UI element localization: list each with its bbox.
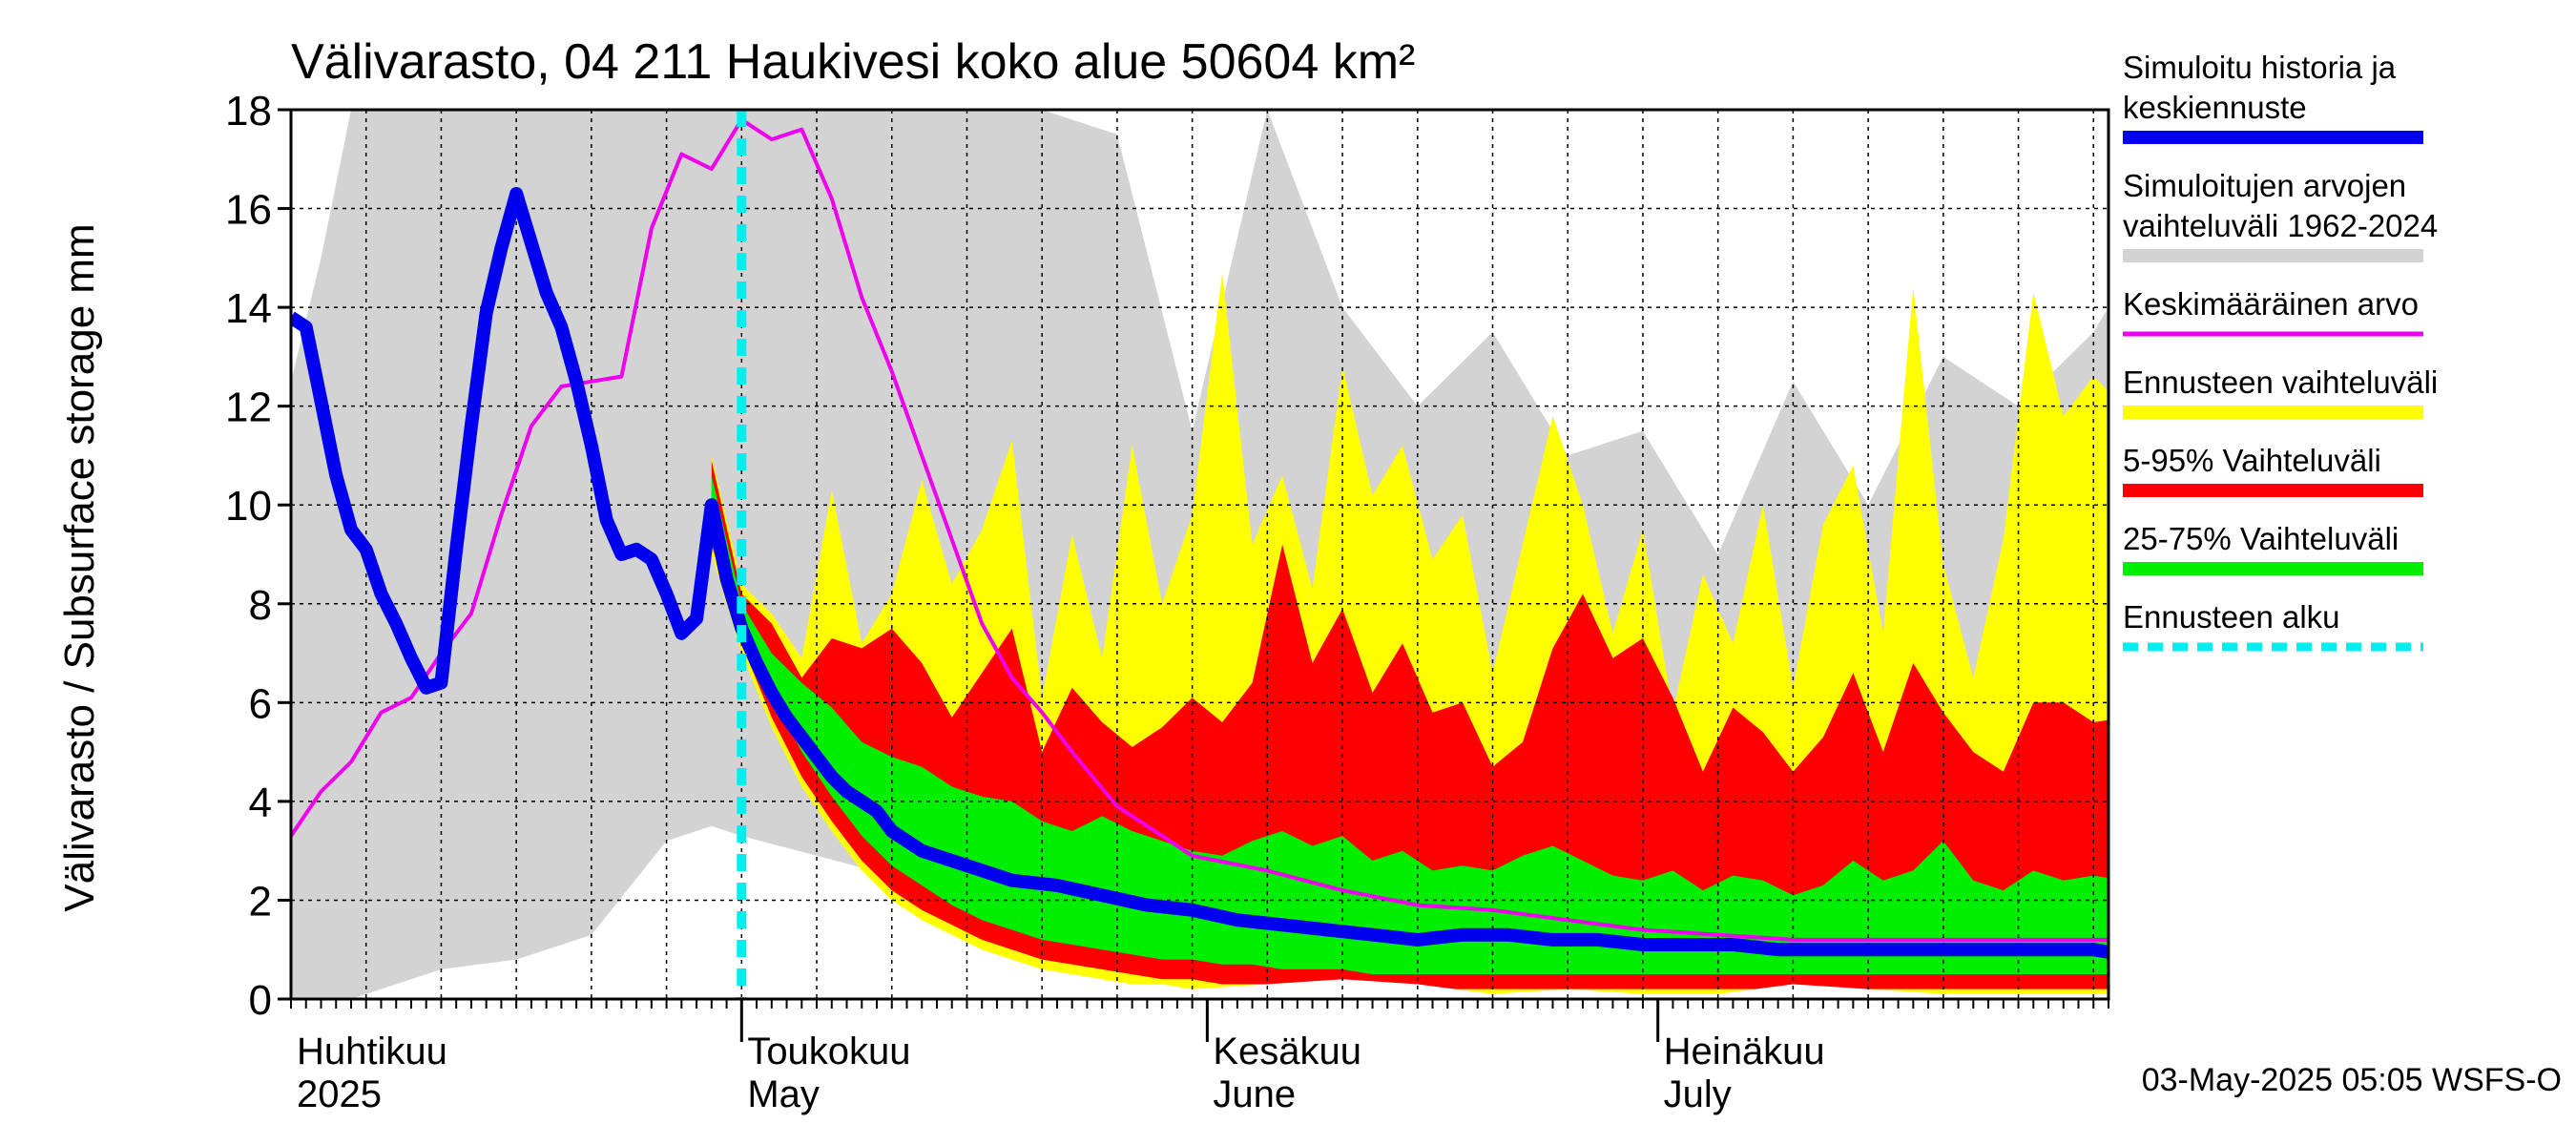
x-month-label-en: May <box>747 1073 820 1115</box>
x-month-label-fi: Toukokuu <box>747 1030 910 1072</box>
legend-label-line: 5-95% Vaihteluväli <box>2123 443 2381 478</box>
x-month-label-en: June <box>1213 1073 1296 1115</box>
bands-layer <box>291 110 2109 999</box>
legend-label: Keskimääräinen arvo <box>2123 286 2419 322</box>
legend-label: Ennusteen alku <box>2123 599 2340 635</box>
y-axis-label: Välivarasto / Subsurface storage mm <box>56 223 103 911</box>
legend-label-line: Simuloitu historia ja <box>2123 50 2397 85</box>
main-series-line <box>291 187 2109 959</box>
legend-label: 25-75% Vaihteluväli <box>2123 521 2399 556</box>
y-tick-label: 12 <box>225 385 272 431</box>
y-tick-label: 4 <box>249 780 272 826</box>
x-month-label-fi: Huhtikuu <box>297 1030 447 1072</box>
legend-label-line: Keskimääräinen arvo <box>2123 286 2419 322</box>
y-tick-label: 2 <box>249 878 272 925</box>
x-month-label-en: July <box>1664 1073 1732 1115</box>
x-month-label-fi: Heinäkuu <box>1664 1030 1825 1072</box>
x-month-label-en: 2025 <box>297 1073 382 1115</box>
legend-label-line: keskiennuste <box>2123 90 2307 125</box>
legend-label: Ennusteen vaihteluväli <box>2123 364 2438 400</box>
x-month-label-fi: Kesäkuu <box>1213 1030 1361 1072</box>
mean-series-line <box>291 117 2109 942</box>
chart-title: Välivarasto, 04 211 Haukivesi koko alue … <box>291 34 1415 90</box>
y-tick-label: 0 <box>249 977 272 1024</box>
y-tick-label: 18 <box>225 88 272 135</box>
legend-label-line: 25-75% Vaihteluväli <box>2123 521 2399 556</box>
y-tick-label: 6 <box>249 680 272 727</box>
series-layer <box>291 117 2109 959</box>
minimum-band <box>1042 979 2109 999</box>
legend-label-line: vaihteluväli 1962-2024 <box>2123 208 2438 243</box>
legend-label: 5-95% Vaihteluväli <box>2123 443 2381 478</box>
y-tick-label: 16 <box>225 187 272 234</box>
legend-label: Simuloitu historia ja keskiennuste <box>2123 50 2397 125</box>
y-tick-label: 10 <box>225 483 272 530</box>
legend-label: Simuloitujen arvojen vaihteluväli 1962-20… <box>2123 168 2438 243</box>
p25-75-band <box>711 475 2109 975</box>
legend-label-line: Ennusteen vaihteluväli <box>2123 364 2438 400</box>
footer-timestamp: 03-May-2025 05:05 WSFS-O <box>2142 1062 2562 1098</box>
legend-label-line: Ennusteen alku <box>2123 599 2340 635</box>
y-tick-label: 8 <box>249 582 272 629</box>
y-tick-label: 14 <box>225 285 272 332</box>
plot-frame <box>289 108 2110 1001</box>
legend: Simuloitu historia ja keskiennusteSimuloi… <box>2123 50 2438 652</box>
legend-label-line: Simuloitujen arvojen <box>2123 168 2406 203</box>
